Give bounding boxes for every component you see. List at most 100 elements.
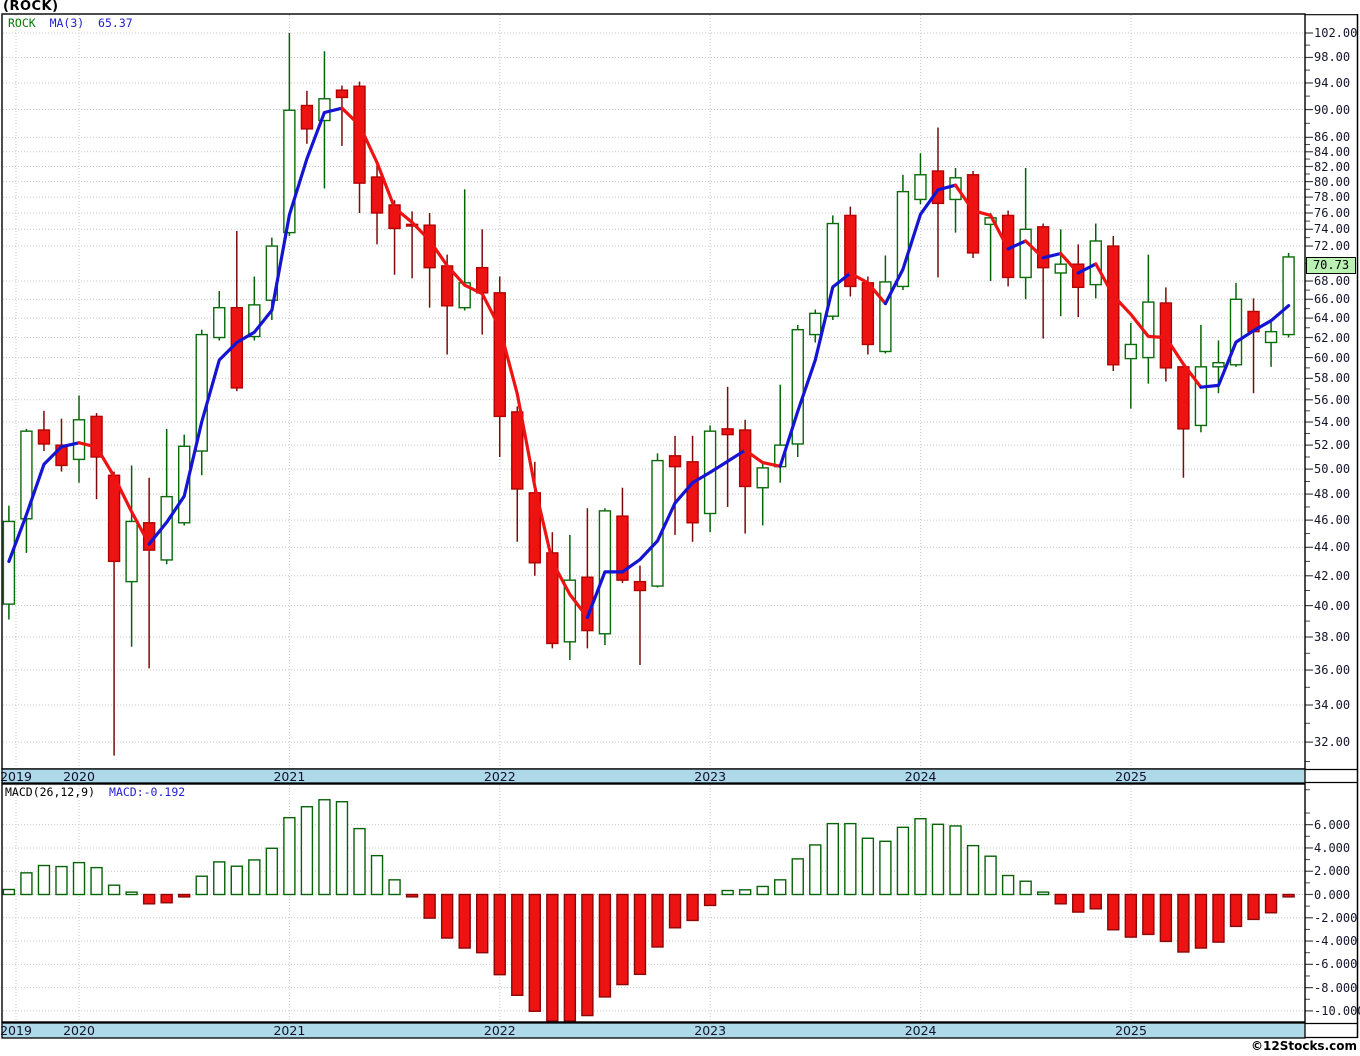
price-axis-label: 66.00 <box>1314 292 1351 307</box>
candle-bullish <box>949 177 962 201</box>
macd-bar-positive <box>265 847 279 896</box>
ma-segment-up <box>147 106 344 546</box>
ma-segment-up <box>585 448 747 620</box>
price-axis-label: 86.00 <box>1314 130 1351 145</box>
candle-bullish <box>756 467 769 489</box>
year-label-bottom: 2024 <box>904 1023 937 1038</box>
candle-bearish <box>1159 302 1173 369</box>
year-label-top: 2025 <box>1115 769 1147 784</box>
candle-bearish <box>1036 226 1050 269</box>
year-label-bottom: 2020 <box>63 1023 95 1038</box>
year-strip-bottom <box>1 1022 1306 1039</box>
macd-axis-label: 2.000 <box>1314 864 1351 879</box>
price-axis-label: 34.00 <box>1314 698 1351 713</box>
price-axis-label: 78.00 <box>1314 190 1351 205</box>
ma-segment-up <box>1076 262 1098 275</box>
candle-bearish <box>90 415 103 458</box>
candle-bullish <box>213 306 226 339</box>
candle-bearish <box>844 214 857 288</box>
macd-axis-label: 0.000 <box>1314 887 1351 902</box>
macd-bar-negative <box>405 893 419 898</box>
price-axis-label: 42.00 <box>1314 568 1351 583</box>
candle-bearish <box>300 104 314 130</box>
price-axis-label: 56.00 <box>1314 392 1351 407</box>
price-axis-label: 68.00 <box>1314 274 1351 289</box>
macd-bar-positive <box>879 840 892 896</box>
ma-segment-up <box>1041 251 1063 260</box>
macd-bar-positive <box>914 818 927 896</box>
price-axis-label: 48.00 <box>1314 487 1351 502</box>
candle-bullish <box>896 190 910 288</box>
page-title: (ROCK) <box>3 0 59 14</box>
watermark-link[interactable]: ©12Stocks.com <box>1251 1039 1357 1053</box>
candle-bullish <box>195 333 208 452</box>
candle-bullish <box>879 281 892 353</box>
ma-segment-down <box>1023 239 1045 260</box>
candle-bullish <box>651 459 664 587</box>
macd-bar-negative <box>1089 893 1102 910</box>
year-label-bottom: 2025 <box>1115 1023 1147 1038</box>
candle-bullish <box>563 579 577 643</box>
macd-bar-negative <box>1212 893 1225 943</box>
macd-bar-negative <box>177 893 191 898</box>
candle-bearish <box>721 428 734 436</box>
macd-bar-positive <box>721 889 734 896</box>
macd-histogram <box>2 799 1295 1022</box>
macd-bar-negative <box>440 893 454 939</box>
macd-bar-negative <box>1264 893 1278 914</box>
candle-bullish <box>248 304 261 338</box>
candle-bullish <box>826 222 840 317</box>
macd-legend-label: MACD(26,12,9) <box>5 785 96 799</box>
price-axis-label: 60.00 <box>1314 350 1351 365</box>
macd-bar-positive <box>966 844 980 896</box>
candle-bearish <box>476 266 489 294</box>
ma-segment-down <box>1094 262 1203 389</box>
macd-legend-value: MACD:-0.192 <box>109 785 186 799</box>
ma-segment-down <box>1059 251 1080 275</box>
macd-bar-positive <box>37 864 51 896</box>
year-label-top: 2024 <box>904 769 937 784</box>
macd-bar-negative <box>458 893 471 949</box>
ma-line <box>7 106 1291 620</box>
price-axis-label: 54.00 <box>1314 415 1351 430</box>
year-label-top: 2023 <box>694 769 727 784</box>
year-label-top: 2019 <box>0 769 32 784</box>
macd-bar-positive <box>861 837 875 896</box>
candle-bearish <box>668 455 682 468</box>
price-axis-label: 72.00 <box>1314 239 1351 254</box>
price-axis-label: 50.00 <box>1314 462 1351 477</box>
macd-bar-positive <box>213 861 226 896</box>
price-axis-label: 84.00 <box>1314 144 1351 159</box>
macd-bar-positive <box>809 844 822 896</box>
candlestick-series <box>2 33 1295 756</box>
macd-bar-positive <box>984 855 997 896</box>
macd-bar-positive <box>370 854 384 896</box>
macd-bar-negative <box>651 893 664 948</box>
candle-bullish <box>1194 366 1208 427</box>
macd-bar-negative <box>1142 893 1155 936</box>
price-axis-label: 62.00 <box>1314 330 1351 345</box>
candle-bullish <box>177 445 191 524</box>
candle-bullish <box>1124 343 1138 360</box>
macd-axis-label: 6.000 <box>1314 817 1351 832</box>
macd-bar-negative <box>1282 893 1295 898</box>
macd-bar-negative <box>616 893 629 986</box>
macd-bar-positive <box>949 825 962 896</box>
price-axis-label: 80.00 <box>1314 174 1351 189</box>
macd-axis-label: -8.000 <box>1314 980 1358 995</box>
price-axis-label: 74.00 <box>1314 222 1351 237</box>
candle-bullish <box>809 312 822 336</box>
macd-panel-border <box>1 783 1306 1023</box>
legend-symbol: ROCK <box>8 16 36 30</box>
year-label-top: 2022 <box>483 769 516 784</box>
macd-bar-positive <box>756 885 769 896</box>
year-strip-top <box>1 768 1306 784</box>
last-price-badge: 70.73 <box>1306 257 1356 274</box>
macd-bar-negative <box>546 893 559 1022</box>
price-axis-label: 102.00 <box>1314 26 1358 40</box>
candle-bearish <box>686 461 699 524</box>
macd-bar-positive <box>230 865 243 896</box>
legend-ma-value: 65.37 <box>98 16 133 30</box>
